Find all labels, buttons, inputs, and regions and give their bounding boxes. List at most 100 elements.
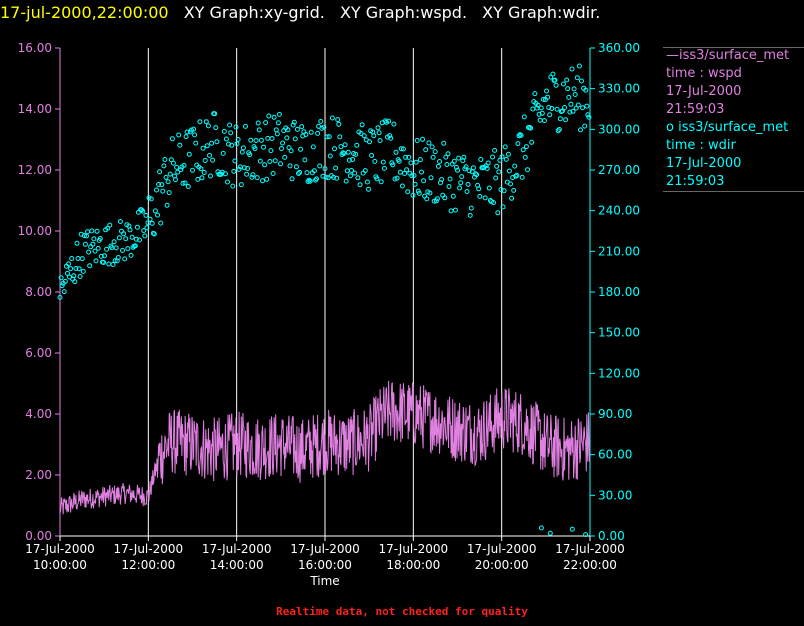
wdir-point xyxy=(288,148,294,154)
wdir-point xyxy=(556,127,562,132)
wdir-point xyxy=(530,106,536,112)
wdir-point xyxy=(396,158,402,164)
wdir-point xyxy=(261,144,266,150)
wdir-point xyxy=(235,137,241,142)
wdir-point xyxy=(448,208,454,214)
right-tick-label: 120.00 xyxy=(598,366,640,380)
x-tick-date: 17-Jul-2000 xyxy=(114,542,184,556)
wdir-point xyxy=(257,158,263,164)
wdir-point xyxy=(302,157,308,163)
wdir-point xyxy=(445,151,451,157)
legend-divider-top xyxy=(663,47,804,48)
wdir-point xyxy=(410,192,416,198)
wdir-point xyxy=(72,279,78,285)
wdir-point xyxy=(127,227,133,233)
wdir-point xyxy=(453,164,459,170)
wdir-point xyxy=(586,114,592,120)
x-tick-time: 10:00:00 xyxy=(33,558,87,572)
wdir-point xyxy=(270,171,276,176)
wdir-point xyxy=(77,274,83,279)
wdir-point xyxy=(245,166,251,171)
wdir-point xyxy=(292,136,298,142)
wdir-point xyxy=(456,155,462,161)
wdir-point xyxy=(446,184,452,189)
wdir-point xyxy=(200,145,206,151)
wdir-point xyxy=(476,186,482,192)
wdir-point xyxy=(223,136,229,142)
right-tick-label: 30.00 xyxy=(598,488,632,502)
wdir-point xyxy=(468,205,474,211)
wdir-point xyxy=(123,236,129,242)
wdir-point xyxy=(450,193,456,199)
wdir-point xyxy=(437,159,442,164)
wdir-point xyxy=(313,177,318,183)
wdir-point xyxy=(420,136,425,142)
wdir-point xyxy=(209,140,215,146)
wdir-point xyxy=(144,225,150,231)
wdir-point xyxy=(168,157,174,163)
wdir-point xyxy=(236,166,242,172)
wdir-point xyxy=(580,105,586,111)
wdir-point xyxy=(402,171,407,176)
x-axis-title: Time xyxy=(309,574,339,588)
wdir-point xyxy=(220,150,226,156)
wdir-point xyxy=(158,220,164,226)
wdir-point xyxy=(174,164,180,170)
wdir-point xyxy=(68,266,74,272)
wdir-point xyxy=(377,138,383,143)
wdir-point xyxy=(143,212,149,218)
wdir-point xyxy=(513,173,519,179)
left-tick-label: 8.00 xyxy=(25,285,52,299)
wdir-point xyxy=(359,122,365,128)
wdir-point xyxy=(169,136,175,142)
wdir-point xyxy=(520,147,526,153)
x-tick-date: 17-Jul-2000 xyxy=(202,542,272,556)
wdir-point xyxy=(333,165,339,171)
wdir-point xyxy=(376,130,382,136)
wdir-point xyxy=(62,278,68,284)
wdir-point xyxy=(198,166,204,172)
wdir-point xyxy=(314,176,319,182)
wdir-point xyxy=(310,144,316,150)
wdir-point xyxy=(247,152,253,158)
wdir-point xyxy=(66,261,71,267)
wdir-point xyxy=(515,141,521,147)
right-tick-label: 300.00 xyxy=(598,122,640,136)
wdir-point xyxy=(334,175,340,181)
wdir-point xyxy=(521,114,527,120)
wdir-point xyxy=(518,132,524,138)
wdir-point xyxy=(411,173,417,178)
wdir-point xyxy=(291,119,297,125)
x-tick-date: 17-Jul-2000 xyxy=(555,542,625,556)
wdir-point xyxy=(61,289,67,295)
wdir-point xyxy=(156,182,162,187)
wdir-point xyxy=(293,164,299,170)
wdir-point xyxy=(132,243,138,249)
wdir-point xyxy=(364,179,370,185)
wdir-point xyxy=(522,154,528,160)
left-tick-label: 2.00 xyxy=(25,468,52,482)
wdir-point xyxy=(308,129,314,135)
wdir-point xyxy=(120,248,125,253)
wdir-point xyxy=(486,185,492,191)
wdir-point xyxy=(584,103,590,109)
wdir-point xyxy=(564,77,570,83)
wdir-point xyxy=(202,158,208,163)
wdir-point xyxy=(315,130,321,136)
wdir-point xyxy=(439,177,445,182)
wdir-point xyxy=(191,126,197,132)
wdir-point xyxy=(268,148,274,154)
wdir-point xyxy=(559,108,565,114)
wdir-point xyxy=(361,133,367,139)
wdir-point xyxy=(266,113,272,119)
wdir-point xyxy=(275,120,281,126)
wdir-point xyxy=(69,256,75,261)
wdir-point xyxy=(229,142,235,148)
wdir-point xyxy=(57,294,63,300)
wdir-point xyxy=(493,175,499,181)
wdir-point xyxy=(583,532,589,538)
wdir-point xyxy=(579,78,584,84)
wdir-point xyxy=(139,207,145,213)
left-tick-label: 12.00 xyxy=(18,163,52,177)
wdir-point xyxy=(496,169,502,175)
